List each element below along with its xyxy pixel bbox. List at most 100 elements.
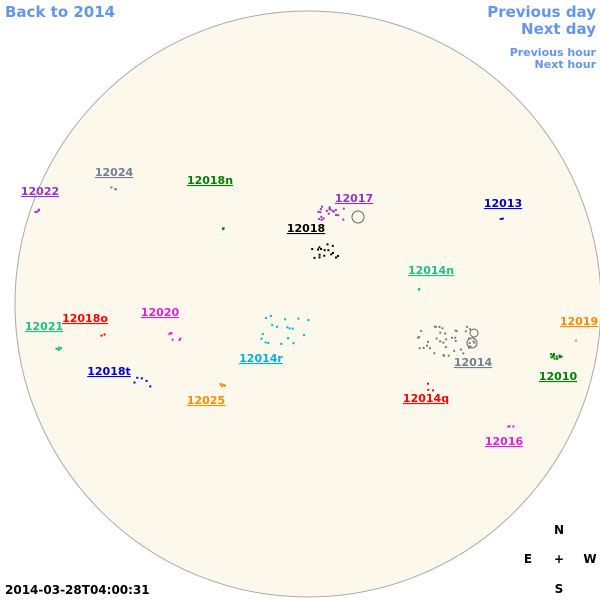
sunspot bbox=[34, 211, 37, 214]
sunspot bbox=[501, 217, 504, 220]
region-label[interactable]: 12014q bbox=[403, 392, 449, 405]
compass-east: E bbox=[524, 552, 532, 566]
previous-day-link[interactable]: Previous day bbox=[487, 3, 596, 21]
timestamp: 2014-03-28T04:00:31 bbox=[5, 583, 150, 597]
back-link[interactable]: Back to 2014 bbox=[5, 3, 115, 21]
region-label[interactable]: 12025 bbox=[187, 394, 225, 407]
sunspot bbox=[260, 337, 263, 340]
sunspot-ring bbox=[351, 210, 365, 224]
sunspot bbox=[442, 341, 445, 344]
sunspot bbox=[331, 209, 334, 212]
sunspot bbox=[467, 346, 470, 349]
sunspot bbox=[57, 346, 60, 349]
sunspot bbox=[455, 330, 458, 333]
sunspot bbox=[427, 388, 430, 391]
sunspot bbox=[320, 215, 323, 218]
sunspot bbox=[267, 341, 270, 344]
sunspot bbox=[438, 325, 441, 328]
sunspot bbox=[318, 256, 321, 259]
sunspot bbox=[445, 338, 448, 341]
region-label[interactable]: 12018o bbox=[62, 312, 108, 325]
sunspot bbox=[287, 337, 290, 340]
region-label[interactable]: 12019 bbox=[560, 315, 598, 328]
sunspot bbox=[317, 210, 320, 213]
solar-disk bbox=[14, 10, 600, 598]
region-label[interactable]: 12020 bbox=[141, 306, 180, 319]
sunspot bbox=[331, 244, 334, 247]
sunspot bbox=[221, 385, 224, 388]
sunspot bbox=[58, 348, 61, 351]
region-label[interactable]: 12018 bbox=[287, 222, 325, 235]
region-label[interactable]: 12022 bbox=[21, 185, 59, 198]
sunspot bbox=[264, 341, 267, 344]
sunspot bbox=[319, 211, 322, 214]
sunspot bbox=[552, 355, 555, 358]
sunspot bbox=[418, 287, 421, 290]
sunspot bbox=[56, 347, 59, 350]
sunspot bbox=[37, 209, 40, 212]
previous-hour-link[interactable]: Previous hour bbox=[510, 46, 597, 59]
region-label[interactable]: 12021 bbox=[25, 320, 63, 333]
sunspot bbox=[223, 384, 226, 387]
sunspot bbox=[337, 214, 340, 217]
sunspot bbox=[327, 249, 330, 252]
sunspot bbox=[512, 425, 515, 428]
sunspot bbox=[311, 248, 314, 251]
sunspot bbox=[342, 218, 345, 221]
sunspot bbox=[432, 389, 435, 392]
sunspot bbox=[418, 347, 421, 350]
sunspot bbox=[555, 355, 558, 358]
sunspot bbox=[460, 348, 463, 351]
sunspot bbox=[327, 212, 330, 215]
region-label[interactable]: 12017 bbox=[335, 192, 373, 205]
region-label[interactable]: 12018n bbox=[187, 174, 233, 187]
sunspot bbox=[508, 425, 511, 428]
sunspot bbox=[332, 210, 335, 213]
sunspot bbox=[335, 256, 338, 259]
sunspot bbox=[222, 383, 225, 386]
next-day-link[interactable]: Next day bbox=[521, 20, 596, 38]
region-label[interactable]: 12013 bbox=[484, 197, 522, 210]
sunspot bbox=[330, 253, 333, 256]
next-hour-link[interactable]: Next hour bbox=[535, 58, 597, 71]
region-label[interactable]: 12010 bbox=[539, 370, 578, 383]
sunspot bbox=[334, 208, 337, 211]
sunspot bbox=[103, 333, 106, 336]
sunspot bbox=[114, 188, 117, 191]
sunspot bbox=[574, 339, 577, 342]
sunspot bbox=[171, 338, 174, 341]
sunspot bbox=[320, 205, 323, 208]
sunspot bbox=[427, 382, 430, 385]
sunspot bbox=[325, 209, 328, 212]
sunspot bbox=[472, 340, 475, 343]
sunspot bbox=[453, 349, 456, 352]
region-label[interactable]: 12016 bbox=[485, 435, 524, 448]
region-label[interactable]: 12024 bbox=[95, 166, 134, 179]
sunspot bbox=[284, 318, 287, 321]
region-label[interactable]: 12014n bbox=[408, 264, 454, 277]
sunspot bbox=[60, 346, 63, 349]
sunspot bbox=[462, 352, 465, 355]
sunspot bbox=[336, 255, 339, 258]
sunspot bbox=[553, 357, 556, 360]
sunspot bbox=[264, 317, 267, 320]
sunspot bbox=[219, 382, 222, 385]
sunspot-ring bbox=[466, 337, 478, 349]
region-label[interactable]: 12014r bbox=[239, 352, 283, 365]
sunspot bbox=[433, 352, 436, 355]
sunspot bbox=[322, 217, 325, 220]
sunspot bbox=[55, 347, 58, 350]
sunspot bbox=[560, 355, 563, 358]
sunspot bbox=[553, 354, 556, 357]
sunspot bbox=[326, 243, 329, 246]
compass-west: W bbox=[583, 552, 596, 566]
sunspot bbox=[444, 332, 447, 335]
sunspot bbox=[469, 328, 472, 331]
region-label[interactable]: 12014 bbox=[454, 356, 493, 369]
region-label[interactable]: 12018t bbox=[87, 365, 131, 378]
sunspot bbox=[318, 246, 321, 249]
sunspot bbox=[464, 330, 467, 333]
sunspot bbox=[439, 340, 442, 343]
sunspot bbox=[286, 326, 289, 329]
